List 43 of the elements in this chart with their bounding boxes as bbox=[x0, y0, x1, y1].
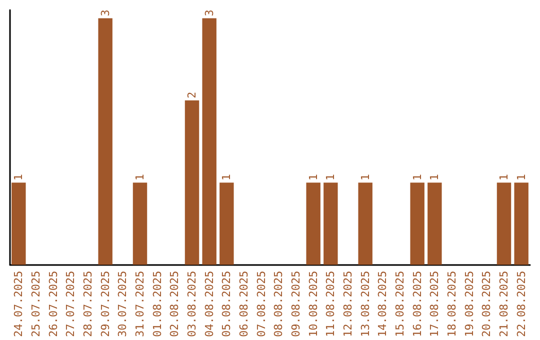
data-label: 1 bbox=[358, 174, 372, 181]
data-label: 1 bbox=[428, 174, 442, 181]
data-label: 1 bbox=[324, 174, 338, 181]
data-label: 1 bbox=[410, 174, 424, 181]
x-tick-label: 02.08.2025 bbox=[168, 270, 182, 338]
x-tick-label: 20.08.2025 bbox=[480, 270, 494, 338]
data-label: 1 bbox=[514, 174, 528, 181]
x-tick-label: 19.08.2025 bbox=[462, 270, 476, 338]
x-tick-label: 17.08.2025 bbox=[428, 270, 442, 338]
data-label: 1 bbox=[12, 174, 26, 181]
x-tick-label: 30.07.2025 bbox=[116, 270, 130, 338]
data-label: 3 bbox=[98, 10, 112, 16]
x-tick-label: 21.08.2025 bbox=[498, 270, 510, 338]
x-tick-label: 10.08.2025 bbox=[306, 270, 320, 338]
x-tick-label: 11.08.2025 bbox=[324, 270, 338, 338]
x-tick-label: 27.07.2025 bbox=[64, 270, 78, 338]
x-tick-label: 06.08.2025 bbox=[238, 270, 250, 338]
x-tick-label: 14.08.2025 bbox=[376, 270, 390, 338]
x-tick-label: 13.08.2025 bbox=[358, 270, 372, 338]
x-tick-label: 25.07.2025 bbox=[30, 270, 42, 338]
x-tick-label: 15.08.2025 bbox=[394, 270, 406, 338]
x-tick-label: 01.08.2025 bbox=[150, 270, 164, 338]
data-label: 3 bbox=[202, 10, 216, 16]
x-tick-label: 18.08.2025 bbox=[446, 270, 458, 338]
x-tick-label: 08.08.2025 bbox=[272, 270, 286, 338]
x-tick-label: 24.07.2025 bbox=[12, 270, 26, 338]
data-label: 1 bbox=[306, 174, 320, 181]
data-label: 2 bbox=[186, 92, 198, 98]
data-label: 1 bbox=[498, 174, 510, 181]
x-tick-label: 28.07.2025 bbox=[82, 270, 94, 338]
x-tick-label: 22.08.2025 bbox=[514, 270, 528, 338]
data-label: 1 bbox=[220, 174, 234, 181]
x-tick-label: 05.08.2025 bbox=[220, 270, 234, 338]
x-tick-label: 29.07.2025 bbox=[98, 270, 112, 338]
x-tick-label: 04.08.2025 bbox=[202, 270, 216, 338]
x-tick-label: 09.08.2025 bbox=[290, 270, 302, 338]
data-label: 1 bbox=[134, 174, 146, 181]
x-tick-label: 12.08.2025 bbox=[342, 270, 354, 338]
x-tick-label: 03.08.2025 bbox=[186, 270, 198, 338]
x-tick-label: 31.07.2025 bbox=[134, 270, 146, 338]
x-tick-label: 07.08.2025 bbox=[254, 270, 268, 338]
x-tick-label: 16.08.2025 bbox=[410, 270, 424, 338]
x-tick-label: 26.07.2025 bbox=[46, 270, 60, 338]
